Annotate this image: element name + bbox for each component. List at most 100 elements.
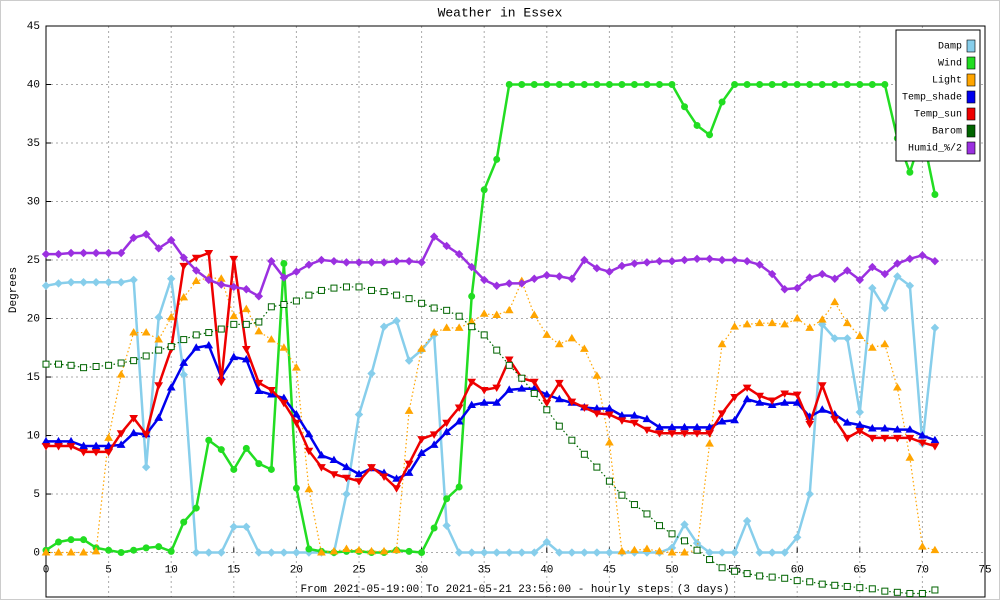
point (404, 406, 414, 414)
point (655, 430, 664, 438)
point (680, 548, 689, 556)
point (918, 542, 927, 550)
point (643, 81, 651, 89)
point (455, 483, 463, 491)
point (505, 361, 513, 369)
point (881, 81, 889, 89)
point (655, 256, 664, 266)
point (555, 81, 563, 89)
point (617, 417, 627, 425)
point (642, 426, 652, 435)
point (292, 419, 301, 428)
point (354, 410, 364, 419)
point (404, 256, 414, 266)
point (505, 548, 514, 557)
point (280, 300, 288, 308)
point (91, 448, 101, 457)
point (806, 81, 814, 89)
point (317, 450, 326, 459)
point (880, 339, 890, 348)
point (354, 258, 364, 267)
point (554, 339, 564, 348)
point (505, 279, 514, 288)
point (304, 447, 314, 456)
point (442, 323, 452, 331)
point (191, 276, 201, 285)
point (792, 398, 802, 406)
point (479, 275, 489, 285)
point (55, 360, 63, 368)
point (743, 570, 751, 578)
point (317, 286, 325, 294)
point (292, 548, 301, 557)
point (217, 446, 225, 454)
point (906, 589, 914, 597)
point (418, 299, 426, 307)
point (667, 430, 677, 438)
y-tick-label: 25 (27, 255, 40, 267)
point (692, 422, 702, 431)
point (517, 548, 526, 557)
point (756, 81, 764, 89)
point (542, 330, 552, 338)
point (355, 283, 363, 291)
point (229, 522, 239, 532)
point (817, 315, 827, 323)
point (354, 478, 364, 486)
point (66, 443, 76, 451)
point (304, 429, 314, 438)
point (543, 406, 551, 414)
point (755, 318, 765, 327)
point (167, 547, 175, 555)
point (192, 504, 200, 512)
point (191, 254, 201, 263)
point (718, 98, 726, 106)
point (216, 378, 226, 387)
point (880, 424, 890, 432)
point (568, 81, 576, 89)
point (166, 312, 176, 321)
x-tick-label: 10 (165, 564, 178, 576)
point (493, 155, 501, 163)
point (681, 103, 689, 111)
point (856, 81, 864, 89)
point (292, 484, 300, 492)
point (154, 335, 164, 343)
point (805, 420, 815, 429)
point (154, 382, 164, 390)
point (805, 323, 815, 331)
point (305, 545, 313, 553)
series-line (45, 275, 937, 554)
point (592, 371, 602, 379)
point (793, 81, 801, 89)
point (467, 378, 477, 387)
point (91, 278, 101, 287)
point (166, 383, 176, 391)
point (843, 266, 852, 275)
point (843, 334, 852, 343)
point (379, 258, 389, 267)
point (680, 520, 689, 529)
point (717, 417, 727, 425)
point (830, 334, 839, 343)
point (542, 537, 552, 547)
point (830, 274, 839, 283)
point (467, 262, 476, 272)
point (367, 258, 376, 267)
point (66, 278, 76, 287)
point (454, 404, 464, 412)
point (905, 425, 915, 433)
point (454, 323, 464, 331)
point (681, 537, 689, 545)
point (417, 258, 426, 267)
point (117, 549, 125, 557)
point (542, 390, 552, 398)
point (918, 439, 927, 448)
point (892, 425, 902, 433)
point (129, 415, 139, 423)
x-tick-label: 50 (665, 564, 678, 576)
point (54, 443, 63, 451)
point (880, 303, 890, 313)
point (479, 548, 489, 557)
point (630, 545, 639, 554)
